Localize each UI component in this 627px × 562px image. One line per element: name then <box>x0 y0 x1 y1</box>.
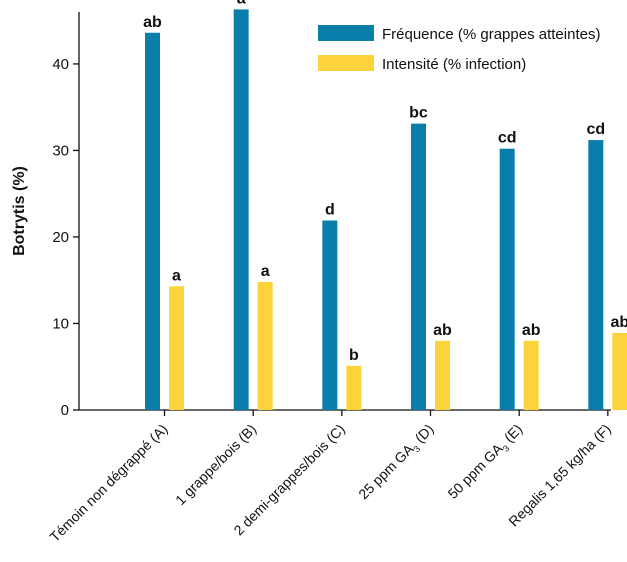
significance-label: ab <box>143 14 162 31</box>
significance-label: b <box>349 347 359 364</box>
category-label: 25 ppm GA3 (D) <box>355 421 439 505</box>
bars <box>145 9 627 411</box>
category-labels: Témoin non dégrappé (A) 1 grappe/bois (B)… <box>46 421 613 545</box>
significance-label: ab <box>610 314 627 331</box>
legend-label: Fréquence (% grappes atteintes) <box>382 26 600 43</box>
category-label: 50 ppm GA3 (E) <box>444 421 527 504</box>
bar-frequence <box>322 220 338 410</box>
y-tick-label: 30 <box>52 142 69 159</box>
bar-intensite <box>169 286 184 410</box>
significance-label: a <box>261 263 270 280</box>
bar-frequence <box>588 140 604 410</box>
y-tick-label: 40 <box>52 56 69 73</box>
bar-intensite <box>523 340 539 410</box>
bar-intensite <box>612 332 627 410</box>
category-label: 1 grappe/bois (B) <box>172 421 259 508</box>
bar-frequence <box>499 148 515 410</box>
bar-intensite <box>257 281 273 410</box>
y-tick-label: 20 <box>52 229 69 246</box>
y-tick-label: 10 <box>52 315 69 332</box>
legend-swatch-frequence <box>318 25 374 41</box>
significance-label: ab <box>433 322 452 339</box>
legend-swatch-intensite <box>318 55 374 71</box>
bar-intensite <box>435 340 450 410</box>
y-ticks: 0 10 20 30 40 <box>52 56 79 419</box>
bar-intensite <box>346 365 362 410</box>
significance-label: bc <box>409 105 428 122</box>
bar-frequence <box>145 32 160 410</box>
category-label: Regalis 1,65 kg/ha (F) <box>505 421 614 530</box>
bar-frequence <box>233 9 249 410</box>
x-ticks <box>163 410 609 416</box>
category-label: Témoin non dégrappé (A) <box>46 421 170 545</box>
bar-frequence <box>411 123 426 411</box>
significance-label: cd <box>498 130 517 147</box>
y-tick-label: 0 <box>61 402 69 419</box>
legend-label: Intensité (% infection) <box>382 56 526 73</box>
significance-label: d <box>325 202 335 219</box>
significance-labels: ab a a a d b bc ab cd ab cd ab <box>143 0 627 364</box>
significance-label: a <box>172 267 181 284</box>
y-axis-title: Botrytis (%) <box>11 166 28 256</box>
legend: Fréquence (% grappes atteintes) Intensité… <box>318 25 600 73</box>
significance-label: cd <box>586 121 605 138</box>
significance-label: ab <box>522 322 541 339</box>
significance-label: a <box>237 0 246 7</box>
